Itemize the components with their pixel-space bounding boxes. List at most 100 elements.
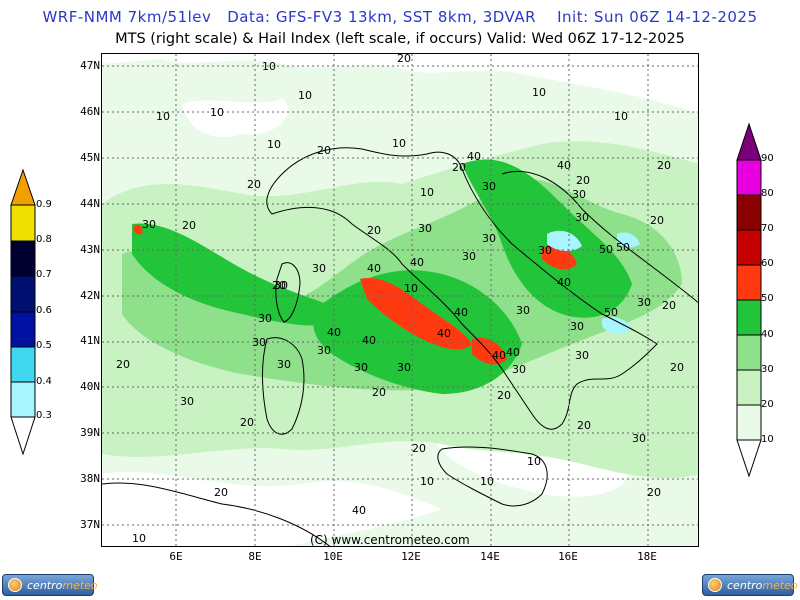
contour-label: 50 — [604, 306, 618, 319]
contour-label: 50 — [599, 243, 613, 256]
contour-label: 20 — [240, 416, 254, 429]
mts-color-80 — [736, 159, 762, 196]
mts-label-30: 30 — [761, 364, 774, 375]
lat-label-41n: 41N — [80, 334, 100, 347]
hail-label-0.8: 0.8 — [36, 234, 52, 245]
contour-label: 30 — [516, 304, 530, 317]
hail-label-0.4: 0.4 — [36, 376, 52, 387]
copyright-text: (C) www.centrometeo.com — [310, 533, 470, 547]
hail-color-0.8 — [10, 204, 36, 242]
lat-label-42n: 42N — [80, 289, 100, 302]
contour-label: 40 — [410, 256, 424, 269]
lat-label-46n: 46N — [80, 105, 100, 118]
contour-label: 10 — [210, 106, 224, 119]
lat-label-38n: 38N — [80, 472, 100, 485]
lat-label-37n: 37N — [80, 518, 100, 531]
mts-color-30 — [736, 334, 762, 371]
forecast-map: 10 10 10 10 10 10 10 10 10 10 10 10 10 1… — [101, 53, 699, 547]
hail-scale-bottom-arrow — [10, 416, 36, 456]
contour-label: 30 — [397, 361, 411, 374]
hail-index-colorbar — [10, 168, 36, 456]
hail-color-0.7 — [10, 240, 36, 277]
hail-label-0.6: 0.6 — [36, 305, 52, 316]
contour-label: 40 — [362, 334, 376, 347]
contour-label: 20 — [372, 386, 386, 399]
contour-label: 30 — [570, 320, 584, 333]
globe-icon — [8, 578, 22, 592]
hail-label-0.5: 0.5 — [36, 340, 52, 351]
contour-label: 30 — [575, 211, 589, 224]
contour-label: 20 — [272, 279, 286, 292]
centrometeo-logo-right[interactable]: centrometeo — [702, 574, 798, 596]
contour-label: 40 — [367, 262, 381, 275]
lon-label-16e: 16E — [558, 550, 578, 563]
hail-color-0.5 — [10, 311, 36, 348]
contour-label: 30 — [482, 232, 496, 245]
mts-label-70: 70 — [761, 223, 774, 234]
centrometeo-logo-left[interactable]: centrometeo — [2, 574, 98, 596]
hail-label-0.3: 0.3 — [36, 410, 52, 421]
low-area-north — [102, 54, 698, 114]
contour-label: 40 — [437, 327, 451, 340]
header-line2: MTS (right scale) & Hail Index (left sca… — [115, 31, 685, 47]
contour-label: 20 — [247, 178, 261, 191]
contour-label: 40 — [327, 326, 341, 339]
lon-label-8e: 8E — [248, 550, 262, 563]
contour-label: 20 — [116, 358, 130, 371]
contour-label: 40 — [557, 276, 571, 289]
low-area-alps — [182, 99, 289, 138]
contour-label: 30 — [354, 361, 368, 374]
contour-label: 10 — [527, 455, 541, 468]
hail-color-0.4 — [10, 346, 36, 383]
mts-label-40: 40 — [761, 329, 774, 340]
lon-label-6e: 6E — [169, 550, 183, 563]
contour-label: 20 — [317, 144, 331, 157]
contour-label: 20 — [650, 214, 664, 227]
contour-label: 30 — [482, 180, 496, 193]
globe-icon — [708, 578, 722, 592]
contour-labels: 10 10 10 10 10 10 10 10 10 10 10 10 10 1… — [116, 54, 684, 545]
low-area-south — [102, 471, 442, 546]
contour-label: 30 — [258, 312, 272, 325]
contour-label: 30 — [312, 262, 326, 275]
lat-label-45n: 45N — [80, 151, 100, 164]
contour-label: 10 — [404, 282, 418, 295]
contour-label: 30 — [142, 218, 156, 231]
logo-text-right: centrometeo — [727, 579, 798, 592]
contour-label: 30 — [462, 250, 476, 263]
contour-label: 20 — [657, 159, 671, 172]
hail-label-0.7: 0.7 — [36, 269, 52, 280]
contour-label: 20 — [452, 161, 466, 174]
italy-coastline — [266, 147, 658, 430]
mts-scale-bottom-arrow — [736, 439, 762, 478]
mts-scale-top-arrow — [736, 122, 762, 161]
contour-label: 20 — [397, 54, 411, 65]
contour-label: 50 — [616, 241, 630, 254]
contour-label: 30 — [277, 358, 291, 371]
contour-label: 10 — [262, 60, 276, 73]
lon-label-10e: 10E — [323, 550, 343, 563]
mts-colorbar — [736, 122, 762, 478]
contour-label: 40 — [506, 346, 520, 359]
contour-label: 10 — [267, 138, 281, 151]
africa-coastline — [102, 482, 331, 546]
mts-color-60 — [736, 229, 762, 266]
contour-label: 20 — [182, 219, 196, 232]
contour-label: 30 — [538, 244, 552, 257]
contour-label: 40 — [454, 306, 468, 319]
mts-core-50-corsica — [133, 224, 143, 235]
mts-label-20: 20 — [761, 399, 774, 410]
mts-label-80: 80 — [761, 188, 774, 199]
contour-label: 10 — [298, 89, 312, 102]
map-canvas — [102, 54, 698, 546]
contour-label: 30 — [575, 349, 589, 362]
contour-label: 20 — [497, 389, 511, 402]
mts-color-40 — [736, 299, 762, 336]
contour-label: 20 — [412, 442, 426, 455]
hail-area-adriatic — [547, 230, 582, 252]
logo-text-left: centrometeo — [27, 579, 98, 592]
contour-label: 30 — [180, 395, 194, 408]
contour-label: 40 — [492, 349, 506, 362]
mts-core-50-adriatic — [542, 244, 577, 270]
contour-label: 30 — [572, 188, 586, 201]
